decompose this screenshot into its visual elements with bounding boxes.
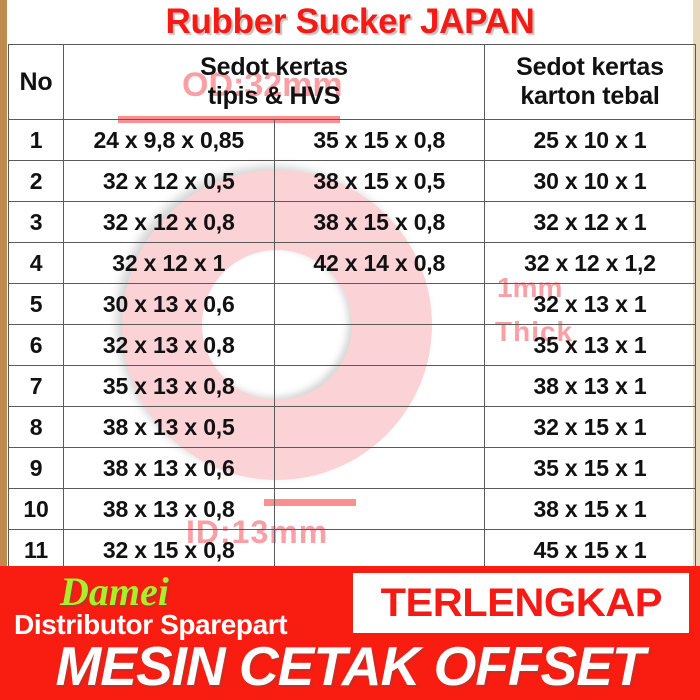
cell-no: 10 — [8, 488, 64, 530]
cell-thick-carton: 35 x 15 x 1 — [484, 447, 696, 489]
table-header-row: No Sedot kertas tipis & HVS Sedot kertas… — [8, 44, 696, 120]
column-header-thick-carton: Sedot kertas karton tebal — [484, 44, 696, 120]
cell-thin-paper-b — [273, 365, 485, 407]
table-row: 3 32 x 12 x 0,8 38 x 15 x 0,8 32 x 12 x 1 — [8, 201, 696, 243]
cell-no: 8 — [8, 406, 64, 448]
left-border-rail — [0, 0, 7, 566]
cell-thin-paper-b: 38 x 15 x 0,8 — [273, 201, 485, 243]
column-header-thin-paper-line1: Sedot kertas — [200, 53, 348, 81]
cell-thin-paper-b — [273, 324, 485, 366]
table-row: 2 32 x 12 x 0,5 38 x 15 x 0,5 30 x 10 x 1 — [8, 160, 696, 202]
cell-thin-paper-a: 32 x 13 x 0,8 — [63, 324, 275, 366]
cell-thin-paper-b: 38 x 15 x 0,5 — [273, 160, 485, 202]
cell-thin-paper-b: 35 x 15 x 0,8 — [273, 119, 485, 161]
cell-thick-carton: 32 x 12 x 1 — [484, 201, 696, 243]
cell-no: 7 — [8, 365, 64, 407]
cell-no: 3 — [8, 201, 64, 243]
cell-thin-paper-b: 42 x 14 x 0,8 — [273, 242, 485, 284]
table-row: 7 35 x 13 x 0,8 38 x 13 x 1 — [8, 365, 696, 407]
badge-terlengkap-label: TERLENGKAP — [380, 580, 662, 625]
cell-thin-paper-a: 38 x 13 x 0,8 — [63, 488, 275, 530]
cell-no: 2 — [8, 160, 64, 202]
brand-name: Damei — [60, 569, 169, 614]
cell-thin-paper-a: 32 x 12 x 0,8 — [63, 201, 275, 243]
table-row: 1 24 x 9,8 x 0,85 35 x 15 x 0,8 25 x 10 x 1 — [8, 119, 696, 161]
cell-no: 5 — [8, 283, 64, 325]
table-row: 8 38 x 13 x 0,5 32 x 15 x 1 — [8, 406, 696, 448]
cell-thin-paper-b — [273, 529, 485, 571]
cell-no: 1 — [8, 119, 64, 161]
cell-thin-paper-a: 30 x 13 x 0,6 — [63, 283, 275, 325]
brand-tagline: Distributor Sparepart — [14, 609, 288, 640]
footer-banner: Damei Distributor Sparepart TERLENGKAP M… — [0, 566, 700, 700]
table-row: 10 38 x 13 x 0,8 38 x 15 x 1 — [8, 488, 696, 530]
cell-no: 4 — [8, 242, 64, 284]
poster-title-bar: Rubber Sucker JAPAN — [0, 0, 700, 44]
cell-thin-paper-a: 35 x 13 x 0,8 — [63, 365, 275, 407]
table-row: 11 32 x 15 x 0,8 45 x 15 x 1 — [8, 529, 696, 571]
table-row: 9 38 x 13 x 0,6 35 x 15 x 1 — [8, 447, 696, 489]
cell-thin-paper-a: 32 x 12 x 1 — [63, 242, 275, 284]
spec-table-head: No Sedot kertas tipis & HVS Sedot kertas… — [8, 44, 696, 120]
cell-thick-carton: 38 x 13 x 1 — [484, 365, 696, 407]
column-header-thin-paper: Sedot kertas tipis & HVS — [63, 44, 485, 120]
cell-thin-paper-b — [273, 283, 485, 325]
cell-thick-carton: 35 x 13 x 1 — [484, 324, 696, 366]
cell-no: 11 — [8, 529, 64, 571]
spec-table-body: 1 24 x 9,8 x 0,85 35 x 15 x 0,8 25 x 10 x 1… — [8, 119, 696, 571]
cell-thick-carton: 32 x 15 x 1 — [484, 406, 696, 448]
table-row: 6 32 x 13 x 0,8 35 x 13 x 1 — [8, 324, 696, 366]
cell-thick-carton: 32 x 13 x 1 — [484, 283, 696, 325]
spec-table: No Sedot kertas tipis & HVS Sedot kertas… — [8, 44, 696, 571]
cell-thin-paper-a: 24 x 9,8 x 0,85 — [63, 119, 275, 161]
table-row: 4 32 x 12 x 1 42 x 14 x 0,8 32 x 12 x 1,2 — [8, 242, 696, 284]
cell-thin-paper-a: 32 x 12 x 0,5 — [63, 160, 275, 202]
page-title: Rubber Sucker JAPAN — [165, 2, 535, 41]
table-row: 5 30 x 13 x 0,6 32 x 13 x 1 — [8, 283, 696, 325]
cell-thick-carton: 25 x 10 x 1 — [484, 119, 696, 161]
cell-thin-paper-b — [273, 447, 485, 489]
cell-thick-carton: 38 x 15 x 1 — [484, 488, 696, 530]
cell-thick-carton: 30 x 10 x 1 — [484, 160, 696, 202]
cell-thin-paper-b — [273, 488, 485, 530]
cell-thin-paper-a: 38 x 13 x 0,5 — [63, 406, 275, 448]
cell-no: 6 — [8, 324, 64, 366]
product-category: MESIN CETAK OFFSET — [55, 635, 645, 697]
cell-thin-paper-a: 38 x 13 x 0,6 — [63, 447, 275, 489]
cell-thick-carton: 45 x 15 x 1 — [484, 529, 696, 571]
badge-terlengkap: TERLENGKAP — [353, 573, 689, 633]
cell-thick-carton: 32 x 12 x 1,2 — [484, 242, 696, 284]
column-header-thick-carton-line1: Sedot kertas — [516, 53, 664, 81]
column-header-no: No — [8, 44, 64, 120]
spec-table-container: No Sedot kertas tipis & HVS Sedot kertas… — [8, 44, 696, 571]
right-border-rail — [693, 0, 700, 566]
cell-no: 9 — [8, 447, 64, 489]
cell-thin-paper-b — [273, 406, 485, 448]
column-header-thin-paper-line2: tipis & HVS — [207, 82, 341, 110]
column-header-thick-carton-line2: karton tebal — [520, 82, 660, 110]
cell-thin-paper-a: 32 x 15 x 0,8 — [63, 529, 275, 571]
